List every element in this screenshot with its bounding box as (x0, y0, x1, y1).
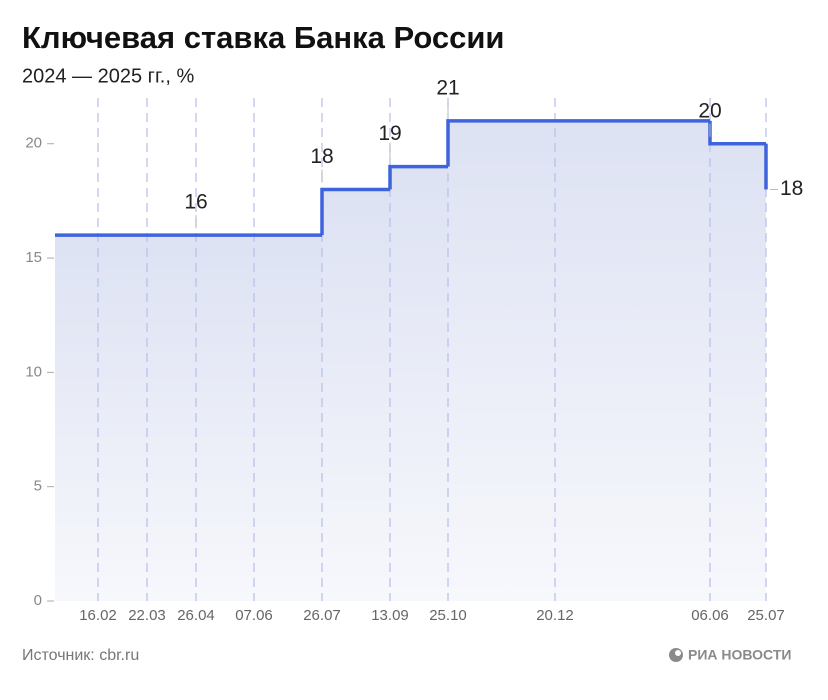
value-label: 21 (436, 76, 459, 99)
area (390, 166, 448, 601)
y-tick-label: 15 (25, 249, 42, 266)
x-tick-label: 25.07 (747, 607, 785, 624)
x-tick-label: 16.02 (79, 607, 117, 624)
x-tick-label: 07.06 (235, 607, 273, 624)
value-label: 16 (184, 191, 207, 214)
value-label: 18 (780, 177, 803, 200)
chart-title: Ключевая ставка Банка России (22, 20, 504, 55)
area (196, 235, 254, 601)
x-tick-label: 26.07 (303, 607, 341, 624)
area (254, 235, 322, 601)
x-tick-label: 13.09 (371, 607, 409, 624)
area (448, 120, 555, 601)
y-tick-label: 5 (34, 478, 42, 495)
plot: 0 5 10 15 20 16.02 22.03 26.04 07.06 26.07 13.09 25… (25, 76, 803, 624)
y-tick-label: 10 (25, 363, 42, 380)
chart-subtitle: 2024 — 2025 гг., % (22, 65, 194, 87)
step-line (446, 119, 555, 167)
area (322, 189, 390, 602)
area (555, 120, 710, 601)
y-tick-label: 0 (34, 592, 42, 609)
step-line (388, 164, 448, 190)
area (710, 143, 766, 601)
x-tick-label: 26.04 (177, 607, 215, 624)
y-tick-label: 20 (25, 135, 42, 152)
x-tick-label: 20.12 (536, 607, 574, 624)
brand-name: РИА НОВОСТИ (688, 647, 791, 663)
area (147, 235, 196, 601)
x-tick-label: 22.03 (128, 607, 166, 624)
logo-mark (675, 650, 681, 656)
value-label: 19 (378, 122, 401, 145)
x-tick-label: 06.06 (691, 607, 729, 624)
step-line (320, 187, 390, 236)
area (55, 235, 147, 601)
source: Источник: cbr.ru (22, 647, 139, 664)
x-tick-label: 25.10 (429, 607, 467, 624)
value-label: 18 (310, 145, 333, 168)
value-label: 20 (698, 99, 721, 122)
brand-logo: РИА НОВОСТИ (669, 647, 791, 663)
